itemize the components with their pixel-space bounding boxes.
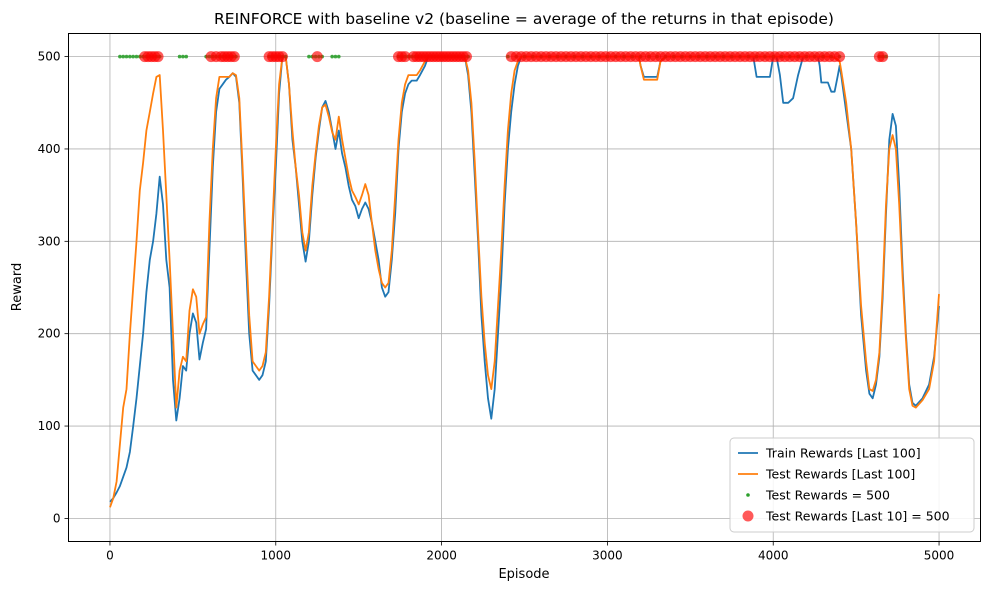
last10-500-marker xyxy=(834,51,846,63)
y-tick-label: 300 xyxy=(38,234,61,248)
last10-500-marker xyxy=(276,51,288,63)
x-tick-label: 2000 xyxy=(426,549,457,563)
x-tick-label: 5000 xyxy=(924,549,955,563)
x-axis-label: Episode xyxy=(498,567,549,582)
test-500-marker xyxy=(330,54,334,59)
train-rewards-line xyxy=(109,55,940,503)
legend-hits-swatch xyxy=(746,493,750,497)
legend-box xyxy=(729,437,975,533)
y-tick-label: 200 xyxy=(38,327,61,341)
test-500-marker xyxy=(128,54,132,59)
y-tick-label: 0 xyxy=(53,511,61,525)
x-tick-label: 4000 xyxy=(758,549,789,563)
legend-train-label: Train Rewards [Last 100] xyxy=(765,446,921,461)
test-500-marker xyxy=(307,54,311,59)
last10-500-marker xyxy=(460,51,472,63)
y-tick-label: 500 xyxy=(38,50,61,64)
x-tick-label: 1000 xyxy=(260,549,291,563)
test-500-marker xyxy=(333,54,338,59)
x-axis-ticks: 0 1000 2000 3000 4000 5000 xyxy=(106,541,955,563)
y-tick-label: 400 xyxy=(38,142,61,156)
test-500-marker xyxy=(118,54,122,59)
x-tick-label: 3000 xyxy=(592,549,623,563)
test-500-marker xyxy=(184,54,189,59)
last10-500-marker xyxy=(877,51,889,63)
legend-hits10-label: Test Rewards [Last 10] = 500 xyxy=(765,509,950,524)
y-tick-label: 100 xyxy=(38,419,61,433)
plot-frame xyxy=(68,33,981,542)
test-500-marker xyxy=(177,54,182,59)
last10-500-marker xyxy=(311,51,323,63)
test-500-marker xyxy=(336,54,341,59)
test-500-marker xyxy=(121,54,126,59)
last10-500-marker xyxy=(152,51,164,63)
legend-test-label: Test Rewards [Last 100] xyxy=(765,467,915,482)
test-500-marker xyxy=(181,54,185,59)
last10-500-marker xyxy=(399,51,411,63)
y-axis-ticks: 0 100 200 300 400 500 xyxy=(38,50,69,525)
test-500-marker xyxy=(134,54,139,59)
test-500-marker xyxy=(131,54,135,59)
series-markers xyxy=(118,51,889,63)
legend-hits10-swatch xyxy=(742,510,754,522)
last10-500-marker xyxy=(228,51,240,63)
legend-hits-label: Test Rewards = 500 xyxy=(765,488,890,503)
test-500-marker xyxy=(124,54,129,59)
legend: Train Rewards [Last 100] Test Rewards [L… xyxy=(729,437,975,533)
x-tick-label: 0 xyxy=(106,549,114,563)
chart-title: REINFORCE with baseline v2 (baseline = a… xyxy=(214,10,834,28)
y-axis-label: Reward xyxy=(10,263,25,311)
